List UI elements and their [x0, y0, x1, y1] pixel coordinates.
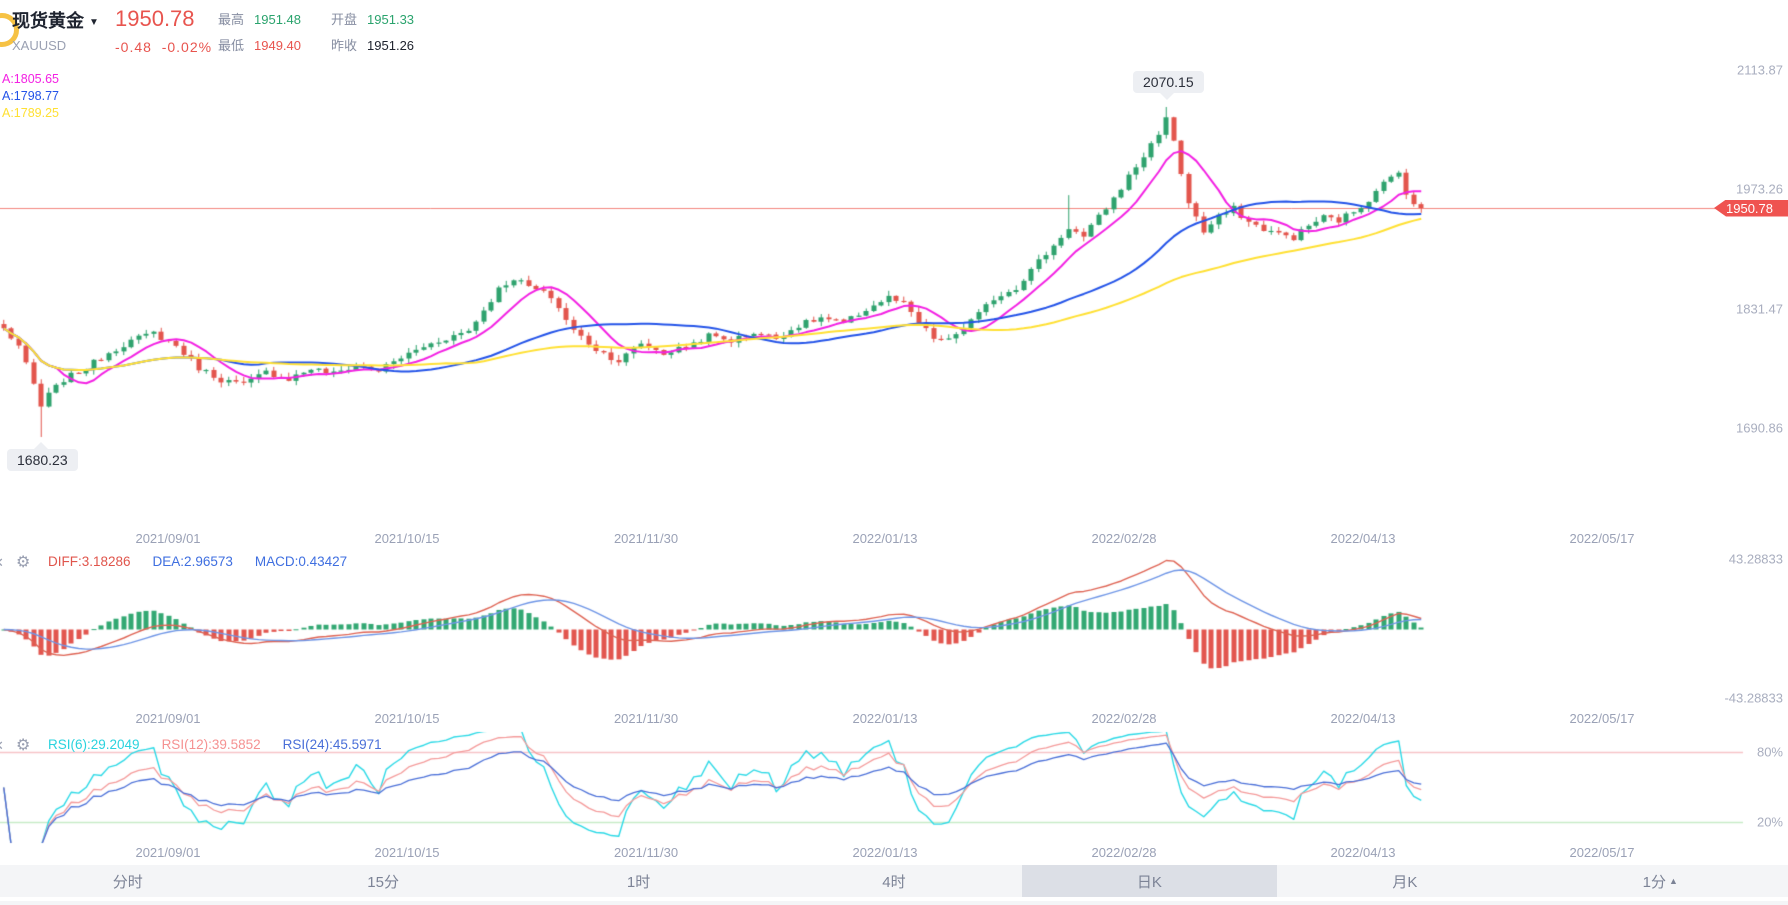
instrument-code: XAUUSD — [12, 38, 67, 53]
macd-value-0: DIFF:3.18286 — [48, 554, 131, 569]
date-label-r0-6: 2022/05/17 — [1569, 531, 1635, 546]
stat-value: 1951.48 — [254, 12, 302, 27]
stat-2: 开盘 1951.33 — [331, 9, 414, 28]
date-label-r1-2: 2021/11/30 — [613, 711, 679, 726]
tab-label: 4时 — [882, 873, 906, 891]
price-change: -0.48 — [115, 39, 152, 55]
last-price: 1950.78 — [115, 6, 195, 31]
stat-label: 昨收 — [331, 38, 358, 53]
stat-0: 最高 1951.48 — [218, 9, 301, 28]
tab-label: 日K — [1136, 873, 1162, 891]
rsi-value-1: RSI(12):39.5852 — [161, 737, 261, 752]
macd-values: DIFF:3.18286 DEA:2.96573 MACD:0.43427 — [48, 554, 369, 569]
price-axis-label-2: 1831.47 — [1736, 301, 1783, 317]
current-price-badge: 1950.78 — [1714, 199, 1788, 217]
date-label-r1-0: 2021/09/01 — [135, 711, 201, 726]
gear-icon[interactable]: ⚙ — [16, 737, 31, 754]
rsi-values: RSI(6):29.2049 RSI(12):39.5852 RSI(24):45.… — [48, 737, 404, 752]
date-label-r0-5: 2022/04/13 — [1330, 531, 1396, 546]
price-change-row: -0.48 -0.02% — [115, 39, 212, 55]
date-label-r2-2: 2021/11/30 — [613, 845, 679, 860]
price-axis-label-3: 1690.86 — [1736, 420, 1783, 436]
chevron-up-icon: ▲ — [1668, 876, 1678, 886]
stat-3: 昨收 1951.26 — [331, 35, 414, 54]
price-axis-label-0: 2113.87 — [1736, 62, 1783, 78]
date-label-r1-5: 2022/04/13 — [1330, 711, 1396, 726]
close-icon[interactable]: ✕ — [0, 738, 4, 754]
stat-label: 最高 — [218, 12, 245, 27]
macd-axis-min: -43.28833 — [1724, 690, 1783, 706]
tab-1分[interactable]: 1分 ▲ — [1533, 865, 1788, 897]
ma-label-2: A:1789.25 — [2, 106, 59, 120]
date-label-r1-6: 2022/05/17 — [1569, 711, 1635, 726]
tab-label: 月K — [1392, 873, 1418, 891]
tab-日K[interactable]: 日K — [1021, 865, 1278, 897]
ohlc-stats: 最高 1951.48 最低 1949.40 开盘 1951.33 昨收 1951.26 — [218, 9, 414, 54]
ma-label-1: A:1798.77 — [2, 89, 59, 103]
high-annotation: 2070.15 — [1133, 71, 1204, 100]
date-label-r1-1: 2021/10/15 — [374, 711, 440, 726]
date-label-r0-0: 2021/09/01 — [135, 531, 201, 546]
rsi-axis-upper: 80% — [1756, 744, 1783, 760]
bottom-strip — [0, 901, 1788, 905]
tab-月K[interactable]: 月K — [1277, 865, 1532, 897]
date-label-r0-3: 2022/01/13 — [852, 531, 918, 546]
timeframe-tabbar: 分时 15分 1时 4时 日K 月K 1分 ▲ — [0, 865, 1788, 897]
stat-label: 最低 — [218, 38, 245, 53]
date-label-r0-2: 2021/11/30 — [613, 531, 679, 546]
stat-value: 1949.40 — [254, 38, 302, 53]
close-icon[interactable]: ✕ — [0, 555, 4, 571]
stat-value: 1951.26 — [367, 38, 415, 53]
stat-value: 1951.33 — [367, 12, 415, 27]
tab-1时[interactable]: 1时 — [511, 865, 766, 897]
macd-axis-max: 43.28833 — [1728, 551, 1783, 567]
date-label-r1-3: 2022/01/13 — [852, 711, 918, 726]
stat-1: 最低 1949.40 — [218, 35, 301, 54]
price-axis-label-1: 1973.26 — [1736, 181, 1783, 197]
instrument-name[interactable]: 现货黄金 — [12, 11, 84, 31]
tab-label: 1时 — [626, 873, 651, 891]
tab-15分[interactable]: 15分 — [255, 865, 510, 897]
tab-label: 分时 — [112, 873, 143, 891]
tab-4时[interactable]: 4时 — [766, 865, 1021, 897]
date-label-r2-0: 2021/09/01 — [135, 845, 201, 860]
date-label-r2-3: 2022/01/13 — [852, 845, 918, 860]
rsi-value-2: RSI(24):45.5971 — [282, 737, 382, 752]
tab-label: 1分 — [1642, 873, 1666, 891]
rsi-axis-lower: 20% — [1756, 814, 1783, 830]
ma-label-0: A:1805.65 — [2, 72, 59, 86]
date-label-r2-4: 2022/02/28 — [1091, 845, 1157, 860]
macd-value-2: MACD:0.43427 — [254, 554, 348, 569]
chevron-down-icon[interactable]: ▼ — [89, 17, 99, 28]
gold-coin-icon — [0, 13, 19, 47]
macd-value-1: DEA:2.96573 — [152, 554, 233, 569]
gear-icon[interactable]: ⚙ — [16, 554, 31, 571]
date-label-r2-1: 2021/10/15 — [374, 845, 440, 860]
tab-分时[interactable]: 分时 — [0, 865, 255, 897]
rsi-value-0: RSI(6):29.2049 — [48, 737, 140, 752]
stat-label: 开盘 — [331, 12, 358, 27]
date-label-r1-4: 2022/02/28 — [1091, 711, 1157, 726]
tab-label: 15分 — [367, 873, 399, 891]
price-change-pct: -0.02% — [161, 39, 213, 55]
date-label-r0-1: 2021/10/15 — [374, 531, 440, 546]
date-label-r0-4: 2022/02/28 — [1091, 531, 1157, 546]
date-label-r2-5: 2022/04/13 — [1330, 845, 1396, 860]
low-annotation: 1680.23 — [7, 442, 78, 471]
date-label-r2-6: 2022/05/17 — [1569, 845, 1635, 860]
